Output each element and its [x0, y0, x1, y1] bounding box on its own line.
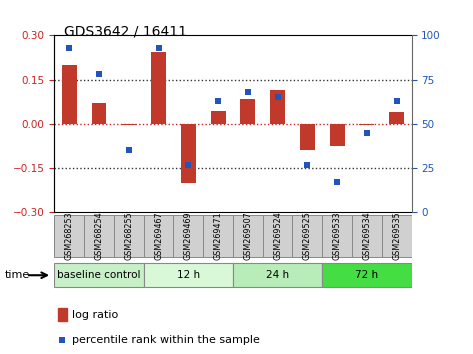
FancyBboxPatch shape: [382, 215, 412, 257]
Point: [304, 162, 311, 167]
Text: 12 h: 12 h: [177, 270, 200, 280]
Bar: [389, 112, 404, 124]
Bar: [240, 99, 255, 124]
Point: [155, 45, 162, 51]
Text: baseline control: baseline control: [57, 270, 141, 280]
Bar: [122, 124, 136, 125]
Point: [125, 148, 132, 153]
Point: [393, 98, 401, 104]
Point: [363, 130, 371, 136]
Text: GSM268253: GSM268253: [65, 211, 74, 259]
FancyBboxPatch shape: [54, 215, 84, 257]
FancyBboxPatch shape: [144, 263, 233, 287]
Point: [214, 98, 222, 104]
FancyBboxPatch shape: [322, 215, 352, 257]
Bar: [58, 308, 67, 321]
Bar: [181, 124, 196, 183]
Text: GSM268254: GSM268254: [95, 211, 104, 259]
FancyBboxPatch shape: [84, 215, 114, 257]
Bar: [62, 65, 77, 124]
Text: GSM269507: GSM269507: [243, 211, 252, 260]
Text: GSM269471: GSM269471: [214, 211, 223, 259]
Bar: [92, 103, 106, 124]
FancyBboxPatch shape: [54, 263, 144, 287]
Text: GSM269469: GSM269469: [184, 211, 193, 259]
Point: [95, 72, 103, 77]
FancyBboxPatch shape: [292, 215, 322, 257]
Bar: [270, 90, 285, 124]
FancyBboxPatch shape: [114, 215, 144, 257]
Text: GSM269535: GSM269535: [392, 211, 401, 260]
Text: GDS3642 / 16411: GDS3642 / 16411: [64, 25, 187, 39]
Bar: [151, 52, 166, 124]
Point: [65, 45, 73, 51]
Bar: [210, 110, 226, 124]
FancyBboxPatch shape: [322, 263, 412, 287]
Point: [333, 179, 341, 185]
FancyBboxPatch shape: [233, 215, 263, 257]
Bar: [359, 124, 374, 125]
Bar: [300, 124, 315, 150]
Text: GSM269467: GSM269467: [154, 211, 163, 259]
Text: GSM269533: GSM269533: [333, 211, 342, 259]
FancyBboxPatch shape: [174, 215, 203, 257]
FancyBboxPatch shape: [263, 215, 292, 257]
FancyBboxPatch shape: [233, 263, 322, 287]
Point: [244, 89, 252, 95]
Text: percentile rank within the sample: percentile rank within the sample: [71, 335, 259, 344]
Text: GSM268255: GSM268255: [124, 211, 133, 260]
Text: GSM269524: GSM269524: [273, 211, 282, 260]
Point: [59, 337, 66, 342]
FancyBboxPatch shape: [144, 215, 174, 257]
Bar: [330, 124, 344, 146]
Text: 24 h: 24 h: [266, 270, 289, 280]
Point: [274, 95, 281, 100]
FancyBboxPatch shape: [203, 215, 233, 257]
Text: log ratio: log ratio: [71, 309, 118, 320]
Text: GSM269525: GSM269525: [303, 211, 312, 260]
Point: [184, 162, 192, 167]
FancyBboxPatch shape: [352, 215, 382, 257]
Text: GSM269534: GSM269534: [362, 211, 371, 259]
Text: time: time: [5, 270, 30, 280]
Text: 72 h: 72 h: [355, 270, 378, 280]
